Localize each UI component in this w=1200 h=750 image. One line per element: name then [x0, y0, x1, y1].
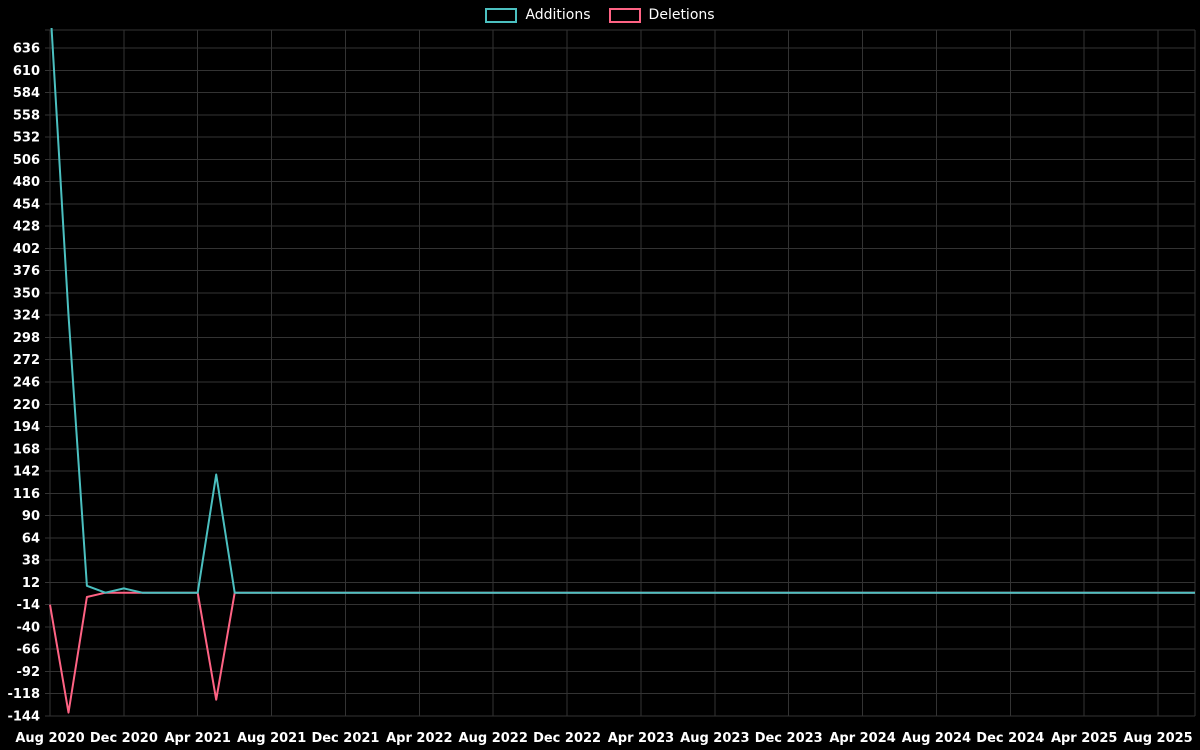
- y-axis-label: 168: [13, 442, 40, 457]
- y-axis-label: 584: [13, 86, 40, 101]
- y-axis-label: 558: [13, 108, 40, 123]
- legend-item-deletions[interactable]: Deletions: [608, 7, 715, 23]
- x-axis-label: Apr 2024: [829, 731, 896, 746]
- x-axis-label: Aug 2024: [902, 731, 971, 746]
- y-axis-label: 454: [13, 197, 40, 212]
- y-axis-label: 480: [13, 175, 40, 190]
- x-axis-label: Dec 2021: [311, 731, 379, 746]
- y-axis-label: 64: [22, 531, 40, 546]
- legend-item-additions[interactable]: Additions: [485, 7, 591, 23]
- x-axis-label: Aug 2025: [1123, 731, 1192, 746]
- y-axis-label: 402: [13, 242, 40, 257]
- y-axis-label: -40: [17, 620, 41, 635]
- y-axis-label: 272: [13, 353, 40, 368]
- y-axis-label: 38: [22, 554, 40, 569]
- x-axis-label: Apr 2023: [608, 731, 675, 746]
- x-axis-label: Aug 2020: [15, 731, 84, 746]
- y-axis-label: -14: [17, 598, 41, 613]
- series-line-deletions: [49, 591, 1195, 714]
- chart-legend: Additions Deletions: [0, 7, 1200, 23]
- y-axis-label: 90: [22, 509, 40, 524]
- additions-legend-label: Additions: [525, 7, 591, 23]
- y-axis-label: 350: [13, 286, 40, 301]
- x-axis-label: Apr 2021: [164, 731, 231, 746]
- additions-legend-swatch-icon: [485, 7, 518, 23]
- x-axis-label: Dec 2023: [755, 731, 823, 746]
- deletions-legend-label: Deletions: [648, 7, 715, 23]
- y-axis-label: 610: [13, 64, 40, 79]
- x-axis-label: Aug 2023: [680, 731, 749, 746]
- x-axis-label: Dec 2024: [976, 731, 1044, 746]
- y-axis-label: 532: [13, 131, 40, 146]
- y-axis-label: 220: [13, 398, 40, 413]
- y-axis-label: 12: [22, 576, 40, 591]
- series-line-additions: [50, 28, 1195, 594]
- y-axis-label: -92: [17, 665, 41, 680]
- y-axis-label: -118: [7, 687, 40, 702]
- x-axis-label: Dec 2020: [90, 731, 158, 746]
- y-axis-label: 506: [13, 153, 40, 168]
- y-axis-label: 246: [13, 376, 40, 391]
- y-axis-label: -66: [17, 643, 41, 658]
- x-axis-label: Aug 2022: [459, 731, 528, 746]
- y-axis-label: 376: [13, 264, 40, 279]
- y-axis-label: 116: [13, 487, 40, 502]
- y-axis-label: 428: [13, 220, 40, 235]
- y-axis-label: 194: [13, 420, 40, 435]
- x-axis-label: Dec 2022: [533, 731, 601, 746]
- y-axis-label: 636: [13, 42, 40, 57]
- deletions-legend-swatch-icon: [608, 7, 641, 23]
- x-axis-label: Apr 2022: [386, 731, 453, 746]
- y-axis-label: -144: [7, 710, 40, 725]
- y-axis-label: 324: [13, 309, 40, 324]
- x-axis-label: Aug 2021: [237, 731, 306, 746]
- y-axis-label: 298: [13, 331, 40, 346]
- x-axis-label: Apr 2025: [1051, 731, 1118, 746]
- y-axis-label: 142: [13, 465, 40, 480]
